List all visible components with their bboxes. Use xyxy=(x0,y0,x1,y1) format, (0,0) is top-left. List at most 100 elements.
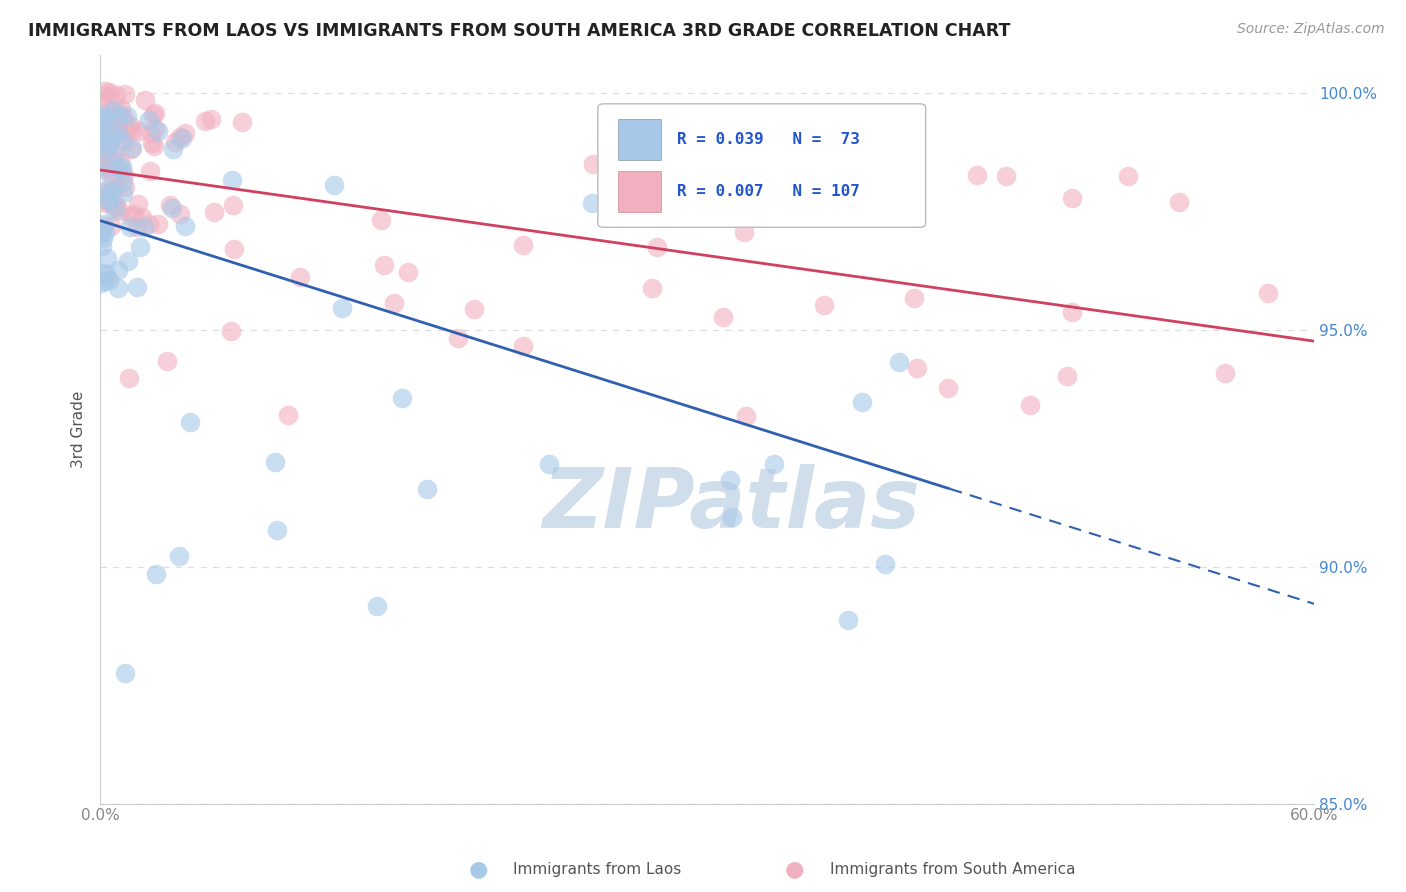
Point xyxy=(179,415,201,429)
Point xyxy=(382,295,405,310)
Point xyxy=(224,242,246,256)
Point xyxy=(645,240,668,254)
Point xyxy=(277,408,299,422)
Point xyxy=(120,119,142,133)
Point xyxy=(132,220,155,235)
Point xyxy=(373,258,395,272)
Point xyxy=(167,549,190,564)
Point xyxy=(995,169,1018,183)
Point xyxy=(111,110,134,124)
Point xyxy=(91,128,114,142)
Point xyxy=(117,254,139,268)
Point xyxy=(90,137,112,152)
Point xyxy=(90,115,112,129)
Point xyxy=(141,136,163,151)
Point xyxy=(94,267,117,281)
Point xyxy=(117,371,139,385)
Point xyxy=(93,274,115,288)
Point xyxy=(107,281,129,295)
Point xyxy=(115,109,138,123)
Point xyxy=(90,227,112,241)
Point xyxy=(853,186,876,200)
Point xyxy=(108,204,131,219)
Point xyxy=(1056,369,1078,384)
Point xyxy=(114,180,136,194)
Point xyxy=(120,209,142,223)
Point xyxy=(114,87,136,101)
Point xyxy=(1257,286,1279,301)
Point xyxy=(416,482,439,496)
Point xyxy=(90,239,112,253)
Point xyxy=(107,263,129,277)
Point xyxy=(112,168,135,182)
Point xyxy=(100,128,122,143)
Point xyxy=(98,181,121,195)
Point xyxy=(94,143,117,157)
Point xyxy=(91,231,114,245)
Point xyxy=(1167,194,1189,209)
Point xyxy=(103,145,125,160)
Point xyxy=(114,665,136,680)
Point xyxy=(1062,191,1084,205)
Point xyxy=(463,301,485,316)
Point xyxy=(91,146,114,161)
Point xyxy=(887,355,910,369)
Point xyxy=(231,115,253,129)
Point xyxy=(905,361,928,376)
Point xyxy=(733,225,755,239)
Point xyxy=(742,128,765,143)
Text: Immigrants from Laos: Immigrants from Laos xyxy=(513,863,682,877)
Point xyxy=(174,126,197,140)
Point xyxy=(111,133,134,147)
Point xyxy=(112,175,135,189)
Point xyxy=(366,599,388,613)
Point xyxy=(221,173,243,187)
Point xyxy=(108,106,131,120)
Point xyxy=(391,391,413,405)
Point xyxy=(169,206,191,220)
Point xyxy=(97,138,120,153)
Point xyxy=(114,124,136,138)
Point xyxy=(103,200,125,214)
Point xyxy=(143,106,166,120)
Point xyxy=(129,240,152,254)
Point xyxy=(105,161,128,176)
Bar xyxy=(619,120,661,160)
Point xyxy=(97,103,120,118)
Point xyxy=(118,220,141,235)
Point xyxy=(581,196,603,211)
Point xyxy=(96,131,118,145)
Point xyxy=(396,265,419,279)
Point xyxy=(138,217,160,231)
Point xyxy=(512,238,534,252)
Point xyxy=(264,455,287,469)
Point xyxy=(111,112,134,127)
Point xyxy=(90,225,112,239)
Point xyxy=(134,94,156,108)
Point xyxy=(711,310,734,325)
Point xyxy=(903,291,925,305)
Text: ZIPatlas: ZIPatlas xyxy=(543,464,921,545)
Point xyxy=(966,168,988,182)
Point xyxy=(700,171,723,186)
Point xyxy=(127,280,149,294)
Point xyxy=(162,141,184,155)
Point xyxy=(121,124,143,138)
Point xyxy=(97,190,120,204)
Point xyxy=(100,184,122,198)
Point xyxy=(815,196,838,211)
Point xyxy=(139,164,162,178)
Point xyxy=(93,108,115,122)
Point xyxy=(165,135,187,149)
Point xyxy=(100,219,122,233)
Point xyxy=(128,124,150,138)
Point xyxy=(90,159,112,173)
Point xyxy=(222,198,245,212)
Point xyxy=(90,277,112,291)
Point xyxy=(146,218,169,232)
Point xyxy=(159,198,181,212)
Point xyxy=(1018,399,1040,413)
Point xyxy=(93,217,115,231)
Point xyxy=(330,301,353,316)
Point xyxy=(96,251,118,265)
